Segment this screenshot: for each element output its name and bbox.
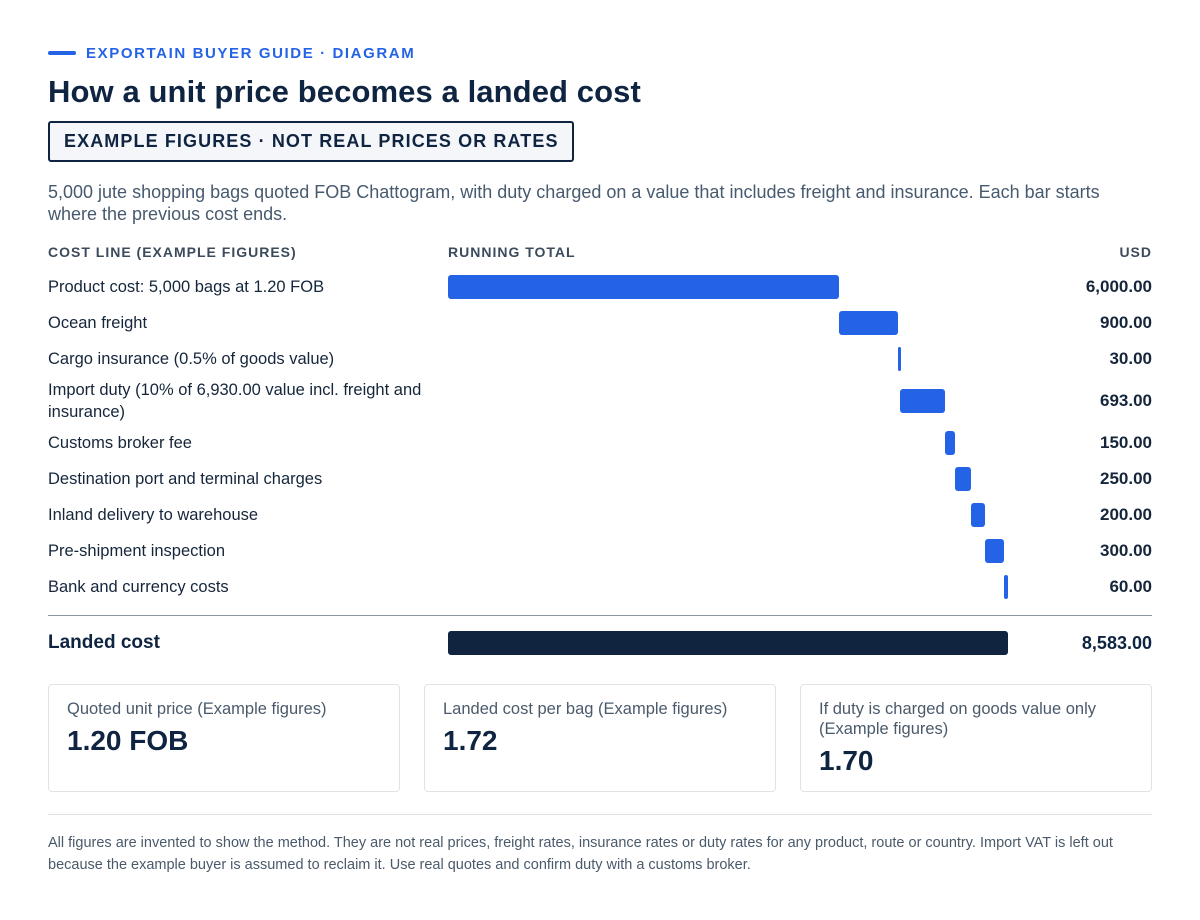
- cost-row: Import duty (10% of 6,930.00 value incl.…: [48, 377, 1152, 425]
- example-figures-badge: EXAMPLE FIGURES · NOT REAL PRICES OR RAT…: [48, 121, 574, 162]
- cost-row-value: 150.00: [1100, 433, 1152, 452]
- cost-row-label: Cargo insurance (0.5% of goods value): [48, 350, 335, 368]
- cost-row-label: Customs broker fee: [48, 434, 192, 452]
- cost-bar: [900, 389, 946, 413]
- cost-row: Inland delivery to warehouse 200.00: [48, 497, 1152, 533]
- card-landed-cost-per-bag: Landed cost per bag (Example figures) 1.…: [424, 684, 776, 792]
- total-divider: [48, 615, 1152, 616]
- footnote: All figures are invented to show the met…: [48, 835, 1113, 873]
- card-value: 1.20 FOB: [67, 725, 189, 756]
- cost-row: Bank and currency costs 60.00: [48, 569, 1152, 605]
- cost-row-label: Pre-shipment inspection: [48, 542, 226, 560]
- cost-bar: [448, 275, 840, 299]
- cost-row: Ocean freight 900.00: [48, 305, 1152, 341]
- cost-row: Product cost: 5,000 bags at 1.20 FOB 6,00…: [48, 269, 1152, 305]
- card-value: 1.70: [819, 745, 874, 776]
- card-label: If duty is charged on goods value only (…: [819, 700, 1097, 738]
- cost-row-value: 300.00: [1100, 541, 1152, 560]
- cost-row-value: 200.00: [1100, 505, 1152, 524]
- cost-row-label: Bank and currency costs: [48, 578, 229, 596]
- cost-row-value: 693.00: [1100, 391, 1152, 410]
- cost-row: Customs broker fee 150.00: [48, 425, 1152, 461]
- eyebrow-text: EXPORTAIN BUYER GUIDE · DIAGRAM: [86, 44, 416, 62]
- cost-row-value: 30.00: [1109, 349, 1152, 368]
- intro-text: 5,000 jute shopping bags quoted FOB Chat…: [48, 182, 1100, 224]
- cost-row-label: Destination port and terminal charges: [48, 470, 323, 488]
- column-header-running-total: RUNNING TOTAL: [448, 244, 576, 260]
- cost-row-label: Import duty (10% of 6,930.00 value incl.…: [48, 381, 422, 421]
- cost-bar: [1004, 575, 1008, 599]
- cost-row: Pre-shipment inspection 300.00: [48, 533, 1152, 569]
- cost-row-label: Ocean freight: [48, 314, 148, 332]
- cost-bar: [984, 539, 1005, 563]
- page-title: How a unit price becomes a landed cost: [48, 74, 641, 109]
- cost-bar: [945, 431, 956, 455]
- eyebrow: EXPORTAIN BUYER GUIDE · DIAGRAM: [48, 44, 415, 62]
- cost-row-value: 250.00: [1100, 469, 1152, 488]
- cost-bar: [971, 503, 985, 527]
- cost-bar: [839, 311, 899, 335]
- card-label: Landed cost per bag (Example figures): [443, 700, 728, 718]
- total-bar: [448, 631, 1008, 655]
- total-label: Landed cost: [48, 632, 160, 653]
- total-value: 8,583.00: [1081, 632, 1152, 653]
- cost-row-value: 900.00: [1100, 313, 1152, 332]
- card-quoted-unit-price: Quoted unit price (Example figures) 1.20…: [48, 684, 400, 792]
- cost-row-value: 60.00: [1109, 577, 1152, 596]
- card-label: Quoted unit price (Example figures): [67, 700, 327, 718]
- eyebrow-rule: [48, 51, 76, 55]
- card-duty-goods-value-only: If duty is charged on goods value only (…: [800, 684, 1152, 792]
- cost-bar: [898, 347, 902, 371]
- cost-row-value: 6,000.00: [1085, 277, 1152, 296]
- column-header-cost-line: COST LINE (EXAMPLE FIGURES): [48, 244, 297, 260]
- cost-bar: [955, 467, 972, 491]
- cost-row: Cargo insurance (0.5% of goods value) 30.…: [48, 341, 1152, 377]
- cost-row-label: Inland delivery to warehouse: [48, 506, 259, 524]
- cost-row-label: Product cost: 5,000 bags at 1.20 FOB: [48, 278, 325, 296]
- column-header-currency: USD: [1119, 244, 1152, 260]
- card-value: 1.72: [443, 725, 498, 756]
- footnote-rule: [48, 814, 1152, 815]
- cost-row: Destination port and terminal charges 250…: [48, 461, 1152, 497]
